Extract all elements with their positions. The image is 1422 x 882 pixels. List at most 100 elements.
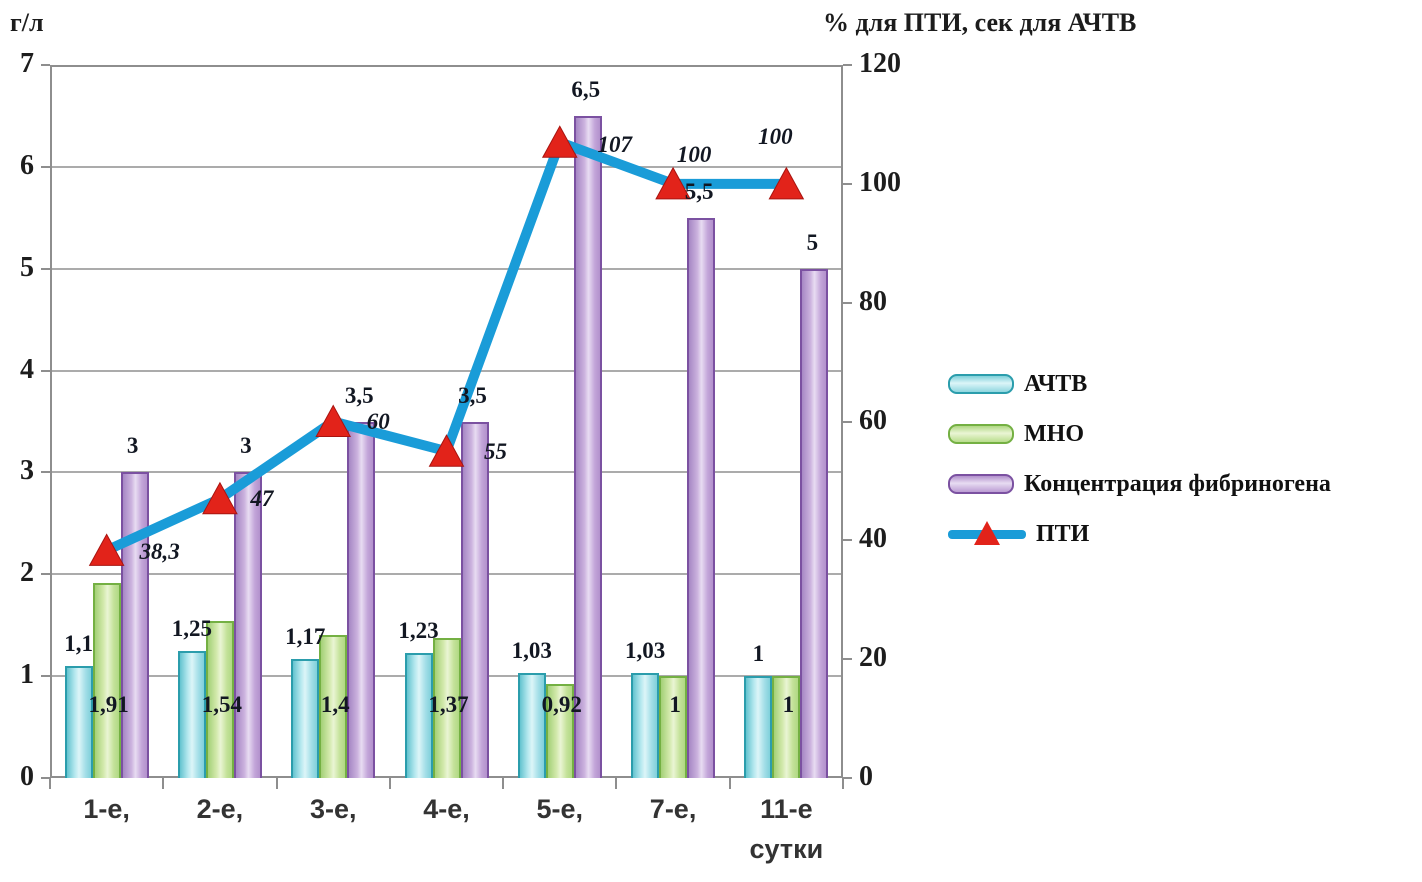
x-axis-category-label: 2-е, (196, 794, 244, 824)
pti-label-4: 107 (597, 132, 633, 158)
bar-1-group-3 (432, 638, 461, 778)
bar-1-group-0 (92, 583, 121, 778)
bar-label-0-group-0: 1,1 (64, 630, 94, 656)
pti-marker-5 (655, 166, 691, 200)
pti-marker-0 (88, 533, 125, 566)
x-axis-tick (275, 778, 278, 789)
legend-label: МНО (1024, 420, 1084, 447)
legend-item-3: ПТИ (948, 516, 1089, 552)
bar-0-group-2 (291, 658, 320, 778)
bar-0-group-0 (64, 665, 93, 778)
pti-marker-6 (768, 166, 805, 200)
pti-label-1: 47 (250, 485, 274, 511)
x-axis-category-label: 1-е, (83, 794, 130, 824)
bar-label-0-group-5: 1,03 (624, 638, 666, 664)
x-axis-tick (615, 778, 618, 789)
legend-bar-swatch-icon (948, 474, 1014, 494)
x-axis-tick (728, 778, 731, 789)
left-axis-tick (41, 64, 50, 66)
bar-label-2-group-2: 3,5 (344, 382, 374, 408)
bar-2-group-0 (120, 472, 149, 778)
bar-1-group-6 (772, 676, 801, 778)
bar-label-0-group-3: 1,23 (398, 617, 439, 643)
bar-1-group-1 (205, 621, 234, 778)
legend-label: АЧТВ (1024, 370, 1088, 397)
left-axis-tick (41, 369, 50, 372)
bar-label-1-group-0: 1,91 (88, 692, 129, 717)
bar-2-group-2 (347, 421, 376, 778)
right-axis-tick-label: 100 (859, 166, 901, 198)
pti-marker-4 (541, 125, 578, 158)
bar-label-1-group-6: 1 (782, 692, 795, 717)
legend-bar-swatch-icon (948, 424, 1014, 444)
legend-line-marker-icon (948, 521, 1026, 546)
bar-2-group-3 (460, 421, 489, 778)
bar-1-group-5 (659, 676, 688, 778)
left-axis-title: г/л (10, 8, 44, 37)
x-axis-tick (162, 778, 165, 789)
x-axis-tick (842, 778, 844, 789)
bar-2-group-5 (687, 217, 716, 778)
bar-0-group-3 (404, 652, 433, 778)
right-axis-tick-label: 80 (859, 285, 887, 317)
bar-2-group-1 (233, 472, 262, 778)
left-axis-tick (41, 165, 50, 168)
left-axis-tick-label: 3 (20, 455, 34, 487)
bar-label-2-group-6: 5 (806, 229, 819, 255)
pti-label-2: 60 (366, 408, 390, 434)
bar-1-group-4 (545, 684, 574, 778)
x-axis-category-label: 5-е, (536, 794, 584, 824)
bar-label-2-group-0: 3 (126, 433, 139, 459)
bar-0-group-5 (631, 673, 660, 778)
left-axis-tick-label: 7 (20, 48, 34, 79)
right-axis-tick (843, 539, 852, 542)
pti-label-6: 100 (758, 123, 793, 149)
bar-label-2-group-1: 3 (240, 433, 252, 459)
right-axis-tick (843, 658, 852, 661)
left-axis-tick-label: 4 (20, 353, 34, 385)
bar-1-group-2 (319, 635, 348, 778)
left-axis-tick-label: 5 (20, 251, 34, 283)
bar-0-group-4 (517, 673, 546, 778)
pti-label-0: 38,3 (139, 539, 180, 565)
x-axis-category-label: 3-е, (309, 794, 357, 824)
x-axis-category-label: 7-е, (649, 794, 697, 824)
gridline (52, 573, 841, 576)
legend-bar-swatch-icon (948, 374, 1014, 394)
right-axis-tick-label: 120 (859, 48, 901, 79)
left-axis-tick (41, 675, 50, 678)
left-axis-tick (41, 471, 50, 474)
x-axis-tick (388, 778, 391, 789)
right-axis-tick (843, 301, 852, 304)
bar-label-1-group-2: 1,4 (320, 692, 350, 717)
right-axis-tick (843, 182, 852, 185)
x-axis-unit-label: сутки (749, 834, 824, 864)
gridline (52, 471, 841, 474)
right-axis-title: % для ПТИ, сек для АЧТВ (823, 8, 1137, 37)
right-axis-tick (843, 777, 852, 779)
right-axis-tick (843, 420, 852, 423)
bar-label-1-group-4: 0,92 (541, 692, 582, 717)
gridline (52, 369, 841, 372)
bar-label-2-group-3: 3,5 (458, 382, 487, 408)
right-axis-tick (843, 64, 852, 66)
legend-label: Концентрация фибриногена (1024, 470, 1331, 497)
pti-label-3: 55 (484, 439, 507, 465)
right-axis-tick-label: 0 (859, 761, 873, 792)
bar-label-0-group-4: 1,03 (511, 638, 552, 664)
bar-2-group-6 (800, 268, 829, 778)
pti-line-layer (88, 125, 805, 566)
left-axis-tick (41, 267, 50, 270)
left-axis-tick (41, 573, 50, 576)
left-axis-tick-label: 6 (20, 149, 34, 181)
x-axis-tick (49, 778, 51, 789)
gridline (52, 267, 841, 270)
legend-item-1: МНО (948, 416, 1084, 452)
legend-label: ПТИ (1036, 520, 1090, 547)
pti-marker-1 (202, 481, 238, 515)
pti-label-5: 100 (676, 141, 712, 167)
right-axis-tick-label: 40 (859, 523, 887, 555)
bar-label-2-group-5: 5,5 (684, 178, 714, 204)
x-axis-category-label: 11-е (760, 794, 813, 824)
